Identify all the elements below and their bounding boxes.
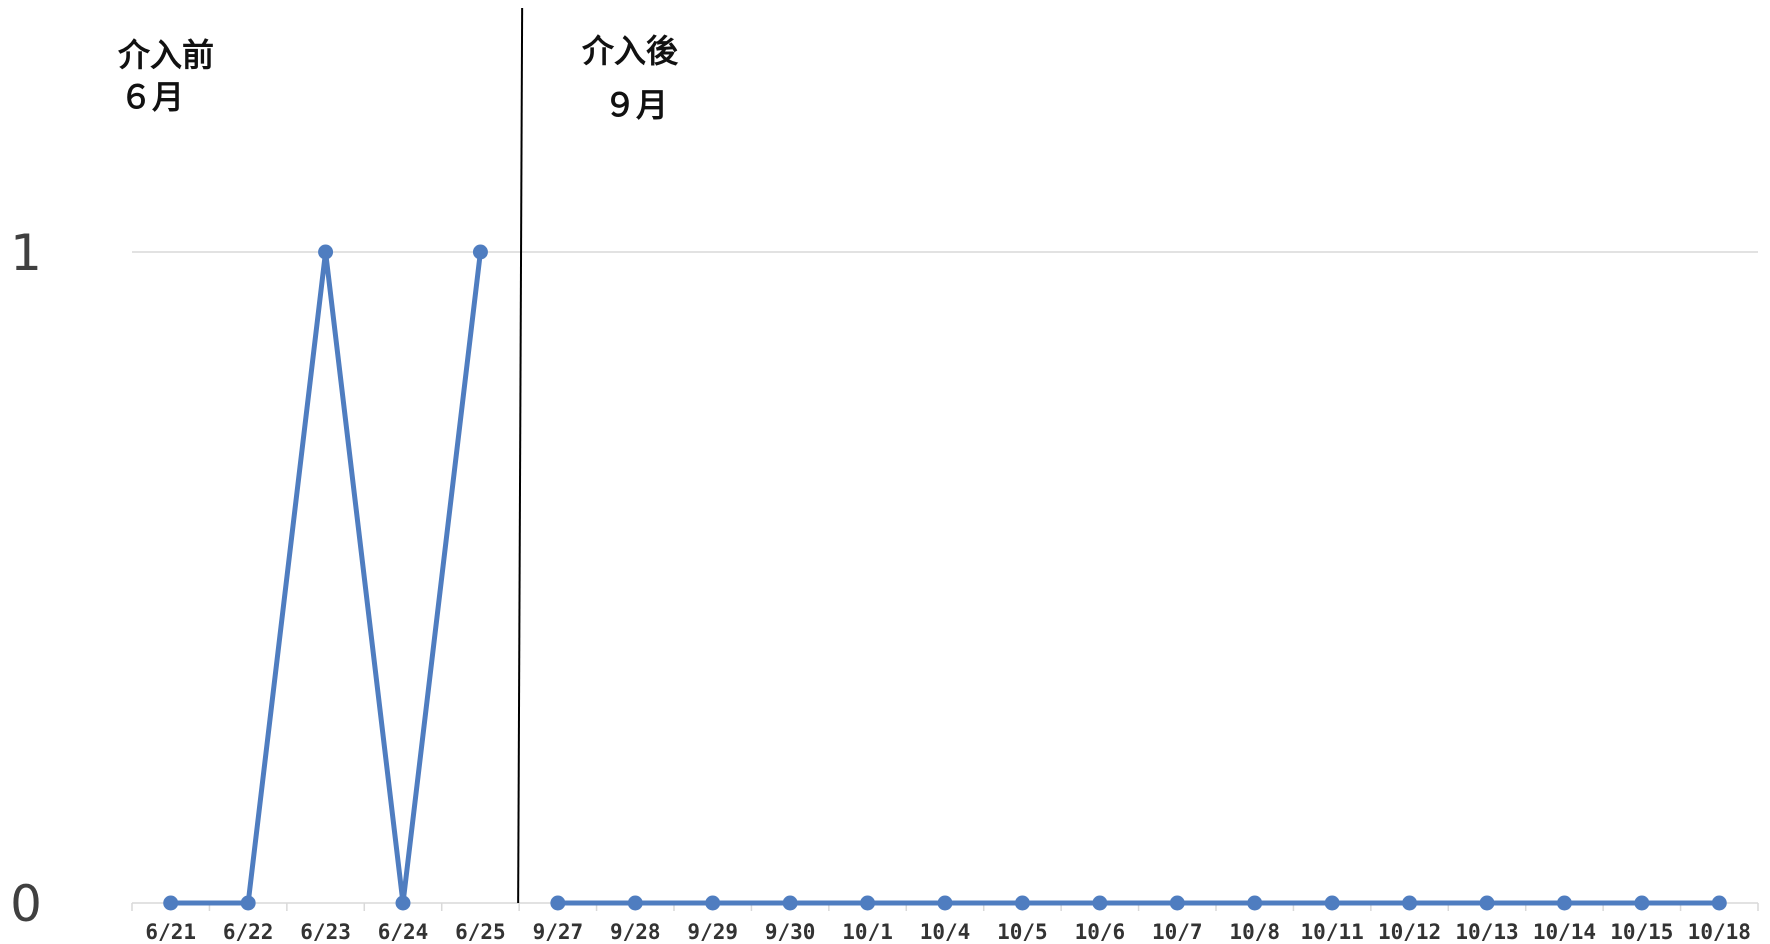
x-tick-label: 9/28: [610, 920, 661, 944]
data-point: [550, 895, 566, 911]
data-point: [395, 895, 411, 911]
data-point: [1014, 895, 1030, 911]
x-tick-label: 6/24: [378, 920, 429, 944]
x-tick-label: 9/29: [687, 920, 738, 944]
data-point: [163, 895, 179, 911]
label-layer: 介入前 ６月 介入後 ９月: [117, 32, 679, 124]
x-tick-label: 6/23: [300, 920, 351, 944]
data-point: [1634, 895, 1650, 911]
intervention-divider-line: [517, 7, 524, 904]
after-intervention-label: 介入後: [581, 32, 679, 70]
x-tick-label: 10/7: [1152, 920, 1203, 944]
x-tick-label: 6/22: [223, 920, 274, 944]
data-point: [782, 895, 798, 911]
x-tick-label: 10/18: [1688, 920, 1751, 944]
x-tick-label: 6/21: [145, 920, 196, 944]
data-point: [472, 244, 488, 260]
x-tick-label: 9/30: [765, 920, 816, 944]
y-tick-label: 1: [10, 224, 42, 282]
series-layer: [163, 244, 1727, 911]
data-point: [1092, 895, 1108, 911]
data-point: [1711, 895, 1727, 911]
data-point: [1169, 895, 1185, 911]
before-month-label: ６月: [120, 78, 184, 116]
data-point: [1556, 895, 1572, 911]
before-intervention-label: 介入前: [117, 36, 214, 74]
x-tick-label: 10/6: [1075, 920, 1126, 944]
x-tick-label: 10/8: [1229, 920, 1280, 944]
x-tick-label: 10/15: [1610, 920, 1673, 944]
data-point: [1324, 895, 1340, 911]
data-point: [1402, 895, 1418, 911]
axis-layer: 0 1 6/21 6/22 6/23 6/24 6/25 9/27 9/28 9/29 9/30 10…: [10, 7, 1759, 944]
y-tick-label: 0: [10, 875, 42, 933]
x-tick-label: 10/13: [1455, 920, 1518, 944]
data-point: [860, 895, 876, 911]
series-line-segment-1: [170, 251, 483, 906]
x-tick-label: 6/25: [455, 920, 506, 944]
data-point: [240, 895, 256, 911]
x-tick-label: 10/4: [920, 920, 971, 944]
x-tick-label: 10/14: [1533, 920, 1596, 944]
data-point: [627, 895, 643, 911]
data-point: [937, 895, 953, 911]
x-tick-label: 10/1: [842, 920, 893, 944]
after-month-label: ９月: [604, 86, 668, 124]
x-tick-label: 10/12: [1378, 920, 1441, 944]
data-point: [1479, 895, 1495, 911]
data-point: [1247, 895, 1263, 911]
x-tick-label: 10/11: [1301, 920, 1364, 944]
data-point: [318, 244, 334, 260]
data-point: [705, 895, 721, 911]
x-tick-label: 10/5: [997, 920, 1048, 944]
x-tick-label: 9/27: [533, 920, 584, 944]
